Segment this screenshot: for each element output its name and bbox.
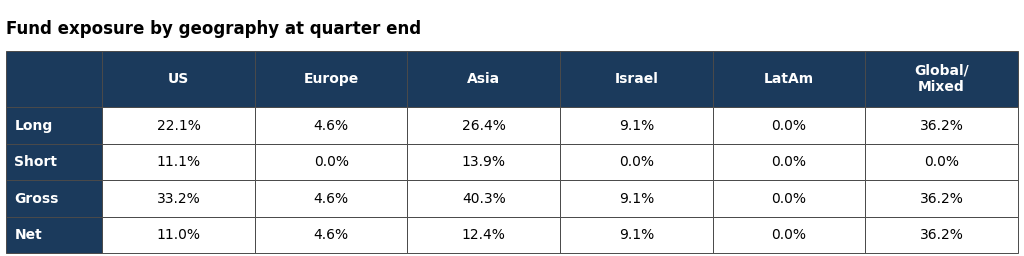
Bar: [6, 180, 102, 217]
Text: 9.1%: 9.1%: [618, 192, 654, 206]
Text: 0.0%: 0.0%: [771, 119, 807, 133]
Text: Israel: Israel: [614, 72, 658, 86]
Text: 0.0%: 0.0%: [771, 192, 807, 206]
Text: Gross: Gross: [14, 192, 58, 206]
Bar: [865, 217, 1018, 253]
Text: 33.2%: 33.2%: [157, 192, 201, 206]
Text: 36.2%: 36.2%: [920, 119, 964, 133]
Text: 9.1%: 9.1%: [618, 119, 654, 133]
Text: 0.0%: 0.0%: [771, 228, 807, 242]
Bar: [408, 51, 560, 108]
Text: 9.1%: 9.1%: [618, 228, 654, 242]
Text: 12.4%: 12.4%: [462, 228, 506, 242]
Bar: [713, 108, 865, 144]
Bar: [560, 217, 713, 253]
Text: 36.2%: 36.2%: [920, 192, 964, 206]
Bar: [408, 108, 560, 144]
Text: 13.9%: 13.9%: [462, 155, 506, 169]
Bar: [6, 217, 102, 253]
Bar: [6, 51, 102, 108]
Text: Europe: Europe: [303, 72, 358, 86]
Text: 26.4%: 26.4%: [462, 119, 506, 133]
Bar: [713, 217, 865, 253]
Text: Net: Net: [14, 228, 42, 242]
Bar: [6, 144, 102, 180]
Text: 11.0%: 11.0%: [157, 228, 201, 242]
Bar: [102, 180, 255, 217]
Bar: [865, 108, 1018, 144]
Bar: [255, 51, 408, 108]
Bar: [865, 180, 1018, 217]
Text: Fund exposure by geography at quarter end: Fund exposure by geography at quarter en…: [6, 20, 421, 38]
Text: Short: Short: [14, 155, 57, 169]
Text: 11.1%: 11.1%: [157, 155, 201, 169]
Bar: [102, 144, 255, 180]
Bar: [6, 108, 102, 144]
Text: 4.6%: 4.6%: [313, 228, 349, 242]
Bar: [713, 180, 865, 217]
Text: Long: Long: [14, 119, 52, 133]
Text: 36.2%: 36.2%: [920, 228, 964, 242]
Bar: [865, 51, 1018, 108]
Text: 0.0%: 0.0%: [771, 155, 807, 169]
Bar: [408, 144, 560, 180]
Text: Asia: Asia: [467, 72, 501, 86]
Bar: [713, 51, 865, 108]
Bar: [102, 217, 255, 253]
Bar: [255, 108, 408, 144]
Bar: [102, 51, 255, 108]
Text: Global/
Mixed: Global/ Mixed: [914, 64, 969, 94]
Bar: [255, 144, 408, 180]
Text: 0.0%: 0.0%: [618, 155, 654, 169]
Bar: [408, 180, 560, 217]
Bar: [408, 217, 560, 253]
Bar: [865, 144, 1018, 180]
Text: 22.1%: 22.1%: [157, 119, 201, 133]
Bar: [102, 108, 255, 144]
Bar: [255, 180, 408, 217]
Text: 0.0%: 0.0%: [924, 155, 959, 169]
Text: LatAm: LatAm: [764, 72, 814, 86]
Bar: [255, 217, 408, 253]
Bar: [560, 144, 713, 180]
Text: 40.3%: 40.3%: [462, 192, 506, 206]
Text: US: US: [168, 72, 189, 86]
Text: 0.0%: 0.0%: [313, 155, 348, 169]
Bar: [560, 51, 713, 108]
Text: 4.6%: 4.6%: [313, 192, 349, 206]
Text: 4.6%: 4.6%: [313, 119, 349, 133]
Bar: [560, 180, 713, 217]
Bar: [560, 108, 713, 144]
Bar: [713, 144, 865, 180]
